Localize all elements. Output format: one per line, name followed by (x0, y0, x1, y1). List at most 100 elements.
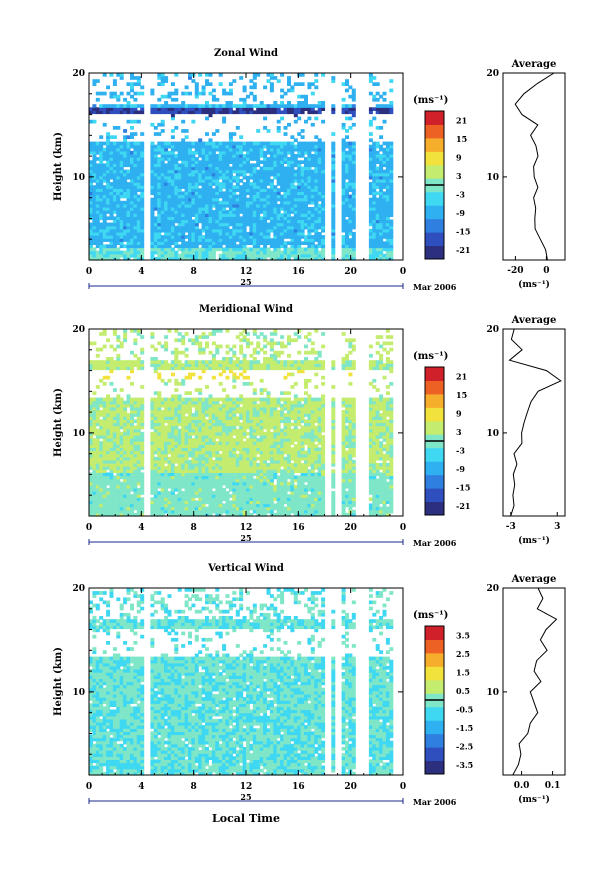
zonal-heatmap-cell (389, 150, 394, 155)
zonal-heatmap-cell (153, 228, 158, 233)
zonal-heatmap-cell (228, 135, 233, 139)
zonal-heatmap-cell (140, 85, 145, 90)
zonal-heatmap-cell (235, 207, 240, 211)
zonal-heatmap-cell (239, 228, 244, 233)
zonal-heatmap-cell (331, 76, 336, 80)
zonal-heatmap-cell (215, 182, 220, 186)
zonal-heatmap-cell (201, 225, 206, 230)
zonal-heatmap-cell (310, 241, 315, 245)
zonal-heatmap-cell (130, 231, 134, 236)
zonal-heatmap-cell (157, 253, 162, 258)
zonal-heatmap-cell (205, 182, 209, 186)
zonal-heatmap-cell (310, 182, 315, 186)
zonal-heatmap-cell (228, 182, 233, 186)
zonal-heatmap-cell (194, 188, 199, 192)
zonal-heatmap-cell (259, 256, 264, 261)
zonal-heatmap-cell (368, 163, 373, 168)
zonal-heatmap-cell (228, 207, 233, 211)
zonal-heatmap-cell (321, 256, 326, 261)
zonal-heatmap-cell (348, 157, 353, 161)
zonal-heatmap-cell (256, 247, 261, 252)
zonal-heatmap-cell (170, 144, 175, 149)
zonal-heatmap-cell (174, 213, 179, 217)
zonal-heatmap-cell (259, 166, 264, 171)
zonal-heatmap-cell (201, 194, 206, 199)
meridional-heatmap-cell (92, 478, 97, 483)
zonal-heatmap-cell (242, 203, 247, 208)
zonal-heatmap-cell (109, 104, 114, 108)
zonal-heatmap-cell (235, 107, 240, 111)
zonal-heatmap-cell (228, 228, 233, 233)
zonal-heatmap-cell (126, 141, 131, 146)
zonal-heatmap-cell (167, 160, 172, 164)
zonal-heatmap-cell (314, 197, 319, 202)
zonal-heatmap-cell (314, 172, 319, 177)
zonal-heatmap-cell (283, 182, 288, 186)
zonal-heatmap-cell (208, 144, 213, 149)
zonal-heatmap-cell (307, 194, 312, 199)
zonal-heatmap-cell (321, 188, 326, 192)
zonal-heatmap-cell (239, 238, 244, 242)
zonal-heatmap-cell (194, 144, 199, 149)
zonal-heatmap-cell (174, 172, 179, 177)
zonal-heatmap-cell (89, 210, 93, 214)
zonal-heatmap-cell (89, 207, 93, 211)
zonal-heatmap-cell (252, 144, 257, 149)
zonal-heatmap-cell (256, 250, 261, 255)
zonal-heatmap-cell (263, 172, 268, 177)
zonal-heatmap-cell (385, 169, 390, 174)
zonal-heatmap-cell (389, 104, 394, 108)
zonal-heatmap-cell (287, 250, 291, 255)
zonal-heatmap-cell (109, 194, 114, 199)
zonal-heatmap-cell (201, 235, 206, 239)
zonal-heatmap-cell (181, 150, 186, 155)
zonal-heatmap-cell (249, 194, 254, 199)
zonal-heatmap-cell (198, 179, 203, 183)
zonal-heatmap-cell (153, 244, 158, 249)
zonal-heatmap-cell (188, 210, 192, 214)
zonal-heatmap-cell (99, 188, 104, 192)
zonal-heatmap-cell (385, 150, 390, 155)
zonal-heatmap-cell (153, 110, 158, 115)
zonal-heatmap-cell (351, 107, 356, 111)
zonal-heatmap-cell (375, 154, 380, 158)
zonal-heatmap-cell (317, 172, 322, 177)
zonal-heatmap-cell (297, 179, 302, 183)
zonal-heatmap-cell (198, 188, 203, 192)
zonal-heatmap-cell (153, 194, 158, 199)
zonal-heatmap-cell (150, 163, 155, 168)
zonal-heatmap-cell (385, 104, 390, 108)
zonal-heatmap-cell (140, 225, 145, 230)
zonal-heatmap-cell (116, 231, 121, 236)
zonal-heatmap-cell (188, 194, 192, 199)
zonal-heatmap-cell (102, 244, 107, 249)
zonal-heatmap-cell (228, 88, 233, 93)
zonal-heatmap-cell (211, 97, 216, 102)
zonal-heatmap-cell (174, 194, 179, 199)
meridional-heatmap-cell (89, 422, 93, 427)
meridional-heatmap-cell (99, 506, 104, 511)
zonal-heatmap-cell (160, 169, 165, 174)
zonal-heatmap-cell (109, 216, 114, 221)
zonal-heatmap-cell (106, 175, 111, 180)
zonal-heatmap-cell (287, 175, 291, 180)
zonal-heatmap-cell (321, 216, 326, 221)
zonal-heatmap-cell (345, 163, 349, 168)
zonal-heatmap-cell (95, 172, 100, 177)
zonal-heatmap-cell (136, 185, 141, 189)
zonal-heatmap-cell (348, 154, 353, 158)
meridional-heatmap-cell (170, 431, 175, 436)
zonal-heatmap-cell (116, 247, 121, 252)
zonal-heatmap-cell (375, 222, 380, 227)
zonal-heatmap-cell (102, 73, 107, 77)
zonal-heatmap-cell (287, 256, 291, 261)
zonal-heatmap-cell (222, 166, 227, 171)
zonal-heatmap-cell (112, 150, 117, 155)
zonal-heatmap-cell (382, 157, 387, 161)
meridional-heatmap-cell (150, 416, 155, 420)
zonal-heatmap-cell (368, 216, 373, 221)
zonal-heatmap-cell (280, 222, 285, 227)
zonal-heatmap-cell (140, 182, 145, 186)
zonal-heatmap-cell (256, 163, 261, 168)
zonal-heatmap-cell (123, 141, 128, 146)
